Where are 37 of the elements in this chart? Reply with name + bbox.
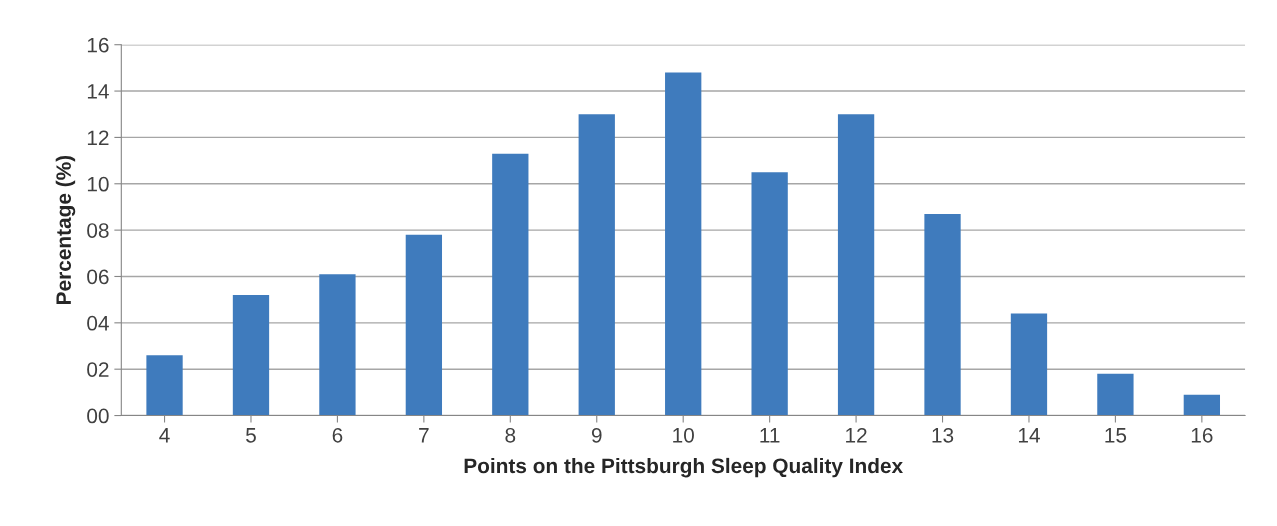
bar <box>405 234 443 416</box>
bar <box>1097 373 1134 416</box>
bar <box>1010 313 1048 416</box>
x-tick-label: 16 <box>1191 427 1213 443</box>
x-tick-label: 4 <box>159 428 170 443</box>
bar <box>232 295 270 416</box>
x-tick-label: 15 <box>1105 428 1127 443</box>
y-tick-label: 00 <box>87 408 109 424</box>
x-tick-label: 6 <box>332 427 343 443</box>
x-tick-label: 14 <box>1018 428 1040 443</box>
y-tick-label: 06 <box>87 269 109 285</box>
bar <box>578 114 615 416</box>
x-tick-label: 11 <box>760 428 780 443</box>
bar <box>146 355 183 416</box>
y-tick-label: 04 <box>87 315 109 331</box>
y-tick-label: 10 <box>87 176 109 192</box>
y-tick-label: 16 <box>87 37 109 53</box>
y-tick-label: 02 <box>87 362 109 377</box>
bar <box>492 153 529 416</box>
x-tick-label: 8 <box>505 427 516 443</box>
bar <box>837 114 875 416</box>
bar <box>1183 394 1221 416</box>
x-tick-label: 5 <box>246 428 256 443</box>
bar <box>924 213 961 416</box>
y-tick-label: 14 <box>87 84 109 99</box>
x-tick-label: 13 <box>932 427 954 443</box>
y-tick-label: 12 <box>87 130 109 145</box>
bar <box>751 172 788 416</box>
x-tick-label: 7 <box>419 428 429 443</box>
x-tick-label: 9 <box>591 427 602 443</box>
y-tick-label: 08 <box>87 223 109 238</box>
bar <box>665 72 702 416</box>
y-axis-title: Percentage (%) <box>55 155 76 304</box>
x-tick-label: 10 <box>673 427 694 443</box>
x-axis-title: Points on the Pittsburgh Sleep Quality Index <box>464 457 903 478</box>
x-tick-label: 12 <box>846 427 867 443</box>
bar <box>319 274 356 416</box>
